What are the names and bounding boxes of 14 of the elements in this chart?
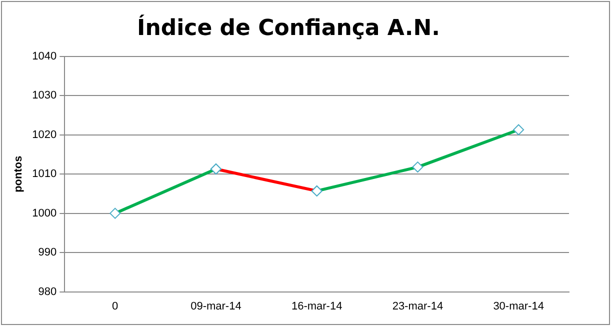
y-axis-title: pontos (12, 156, 25, 192)
y-tick-label: 980 (38, 286, 57, 298)
x-tick-label: 0 (112, 300, 118, 312)
y-tick-label: 990 (38, 246, 57, 259)
x-tick-label: 23-mar-14 (392, 300, 444, 312)
y-tick-label: 1040 (32, 50, 57, 62)
y-tick-label: 1030 (32, 90, 57, 102)
y-tick-label: 1020 (32, 128, 57, 141)
y-tick-label: 1000 (32, 207, 57, 220)
x-tick-label: 16-mar-14 (291, 300, 342, 312)
x-tick-label: 09-mar-14 (190, 300, 242, 312)
y-tick-label: 1010 (32, 168, 57, 180)
chart-title: Índice de Confiança A.N. (137, 14, 440, 41)
x-tick-label: 30-mar-14 (493, 300, 544, 312)
